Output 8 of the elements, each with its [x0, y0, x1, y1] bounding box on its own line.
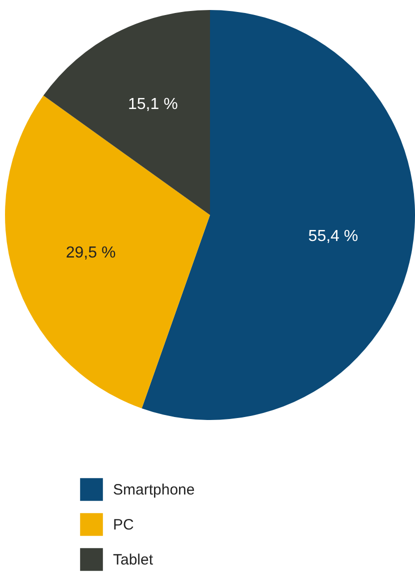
data-label: 29,5 %	[66, 244, 116, 262]
pie-slice	[43, 10, 210, 215]
pie-slice	[5, 96, 210, 408]
data-label: 55,4 %	[308, 228, 358, 246]
legend-label: Smartphone	[113, 482, 195, 498]
legend-label: PC	[113, 516, 134, 534]
data-label: 15,1 %	[128, 96, 178, 113]
legend-label: Tablet	[113, 552, 154, 568]
